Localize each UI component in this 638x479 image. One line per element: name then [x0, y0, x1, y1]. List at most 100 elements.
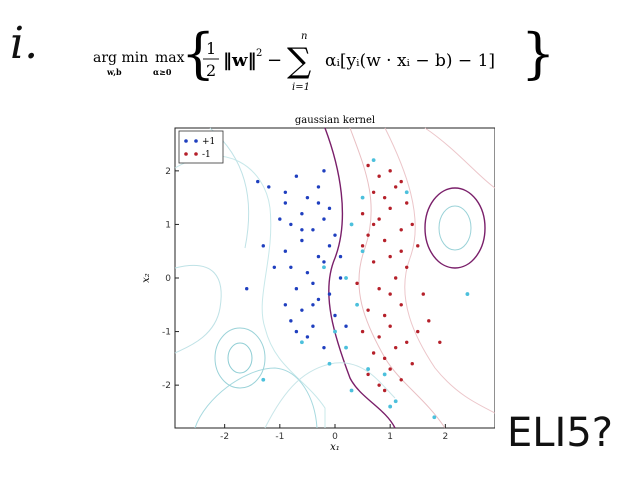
point-positive [333, 313, 337, 318]
point-support-vector [404, 190, 409, 195]
point-negative [405, 340, 409, 344]
point-negative [382, 195, 387, 200]
point-negative [388, 206, 392, 211]
point-positive [289, 222, 293, 227]
point-positive [283, 190, 288, 194]
plot-area [174, 127, 495, 429]
point-support-vector [344, 276, 348, 280]
point-positive [278, 217, 282, 221]
point-negative [366, 372, 370, 377]
legend-label-neg: -1 [202, 150, 211, 160]
point-support-vector [432, 415, 437, 420]
point-negative [388, 254, 392, 259]
point-positive [289, 265, 293, 269]
x-tick-label: 1 [387, 432, 393, 442]
point-negative [393, 185, 398, 189]
point-negative [371, 222, 376, 227]
point-support-vector [388, 404, 393, 409]
point-negative [427, 319, 431, 323]
norm-exponent: 2 [256, 48, 262, 59]
gaussian-kernel-plot: gaussian kernel -2 -1 0 1 2 -2 -1 0 1 2 x₁ x₂ +1 [135, 108, 495, 458]
point-negative [388, 324, 392, 328]
point-negative [410, 222, 414, 227]
point-negative [360, 212, 365, 216]
point-negative [421, 292, 425, 296]
point-positive [283, 249, 288, 253]
x-axis-label: x₁ [330, 442, 340, 453]
point-support-vector [333, 329, 337, 334]
x-tick-label: 2 [442, 432, 448, 442]
point-positive [316, 185, 321, 189]
y-tick-label: -1 [162, 328, 171, 338]
y-tick-label: 2 [165, 167, 171, 177]
point-support-vector [360, 249, 365, 254]
point-negative [399, 228, 403, 232]
point-negative [416, 329, 420, 334]
point-positive [311, 303, 315, 307]
max-subscript: α≥0 [153, 67, 172, 77]
max-operator: max [155, 50, 185, 66]
x-tick-label: -2 [220, 432, 229, 442]
point-negative [405, 201, 409, 205]
point-positive [322, 217, 326, 221]
point-positive [272, 265, 277, 269]
point-support-vector [382, 372, 387, 377]
minus-sign: − [267, 50, 282, 71]
x-tick-label: 0 [332, 432, 338, 442]
decision-contours [174, 127, 495, 429]
point-negative [438, 340, 442, 344]
point-support-vector [393, 399, 398, 404]
point-support-vector [299, 340, 304, 345]
y-tick-label: 0 [165, 274, 171, 284]
point-positive [294, 287, 299, 291]
sum-upper-limit: n [301, 31, 307, 42]
point-positive [311, 228, 315, 232]
point-support-vector [366, 367, 371, 371]
y-tick-label: 1 [165, 220, 171, 230]
legend: +1 -1 [178, 130, 224, 164]
point-positive [311, 281, 315, 286]
legend-marker-pos [184, 139, 188, 143]
point-support-vector [349, 222, 354, 227]
point-support-vector [465, 292, 470, 296]
weight-norm: ‖w‖ [223, 50, 257, 71]
point-positive [261, 244, 265, 248]
point-negative [399, 303, 403, 307]
point-negative [355, 281, 359, 286]
point-positive [322, 169, 326, 173]
left-brace: { [181, 22, 215, 85]
point-positive [333, 233, 337, 237]
point-positive [316, 254, 321, 259]
data-points [245, 158, 470, 420]
point-support-vector [327, 361, 332, 366]
point-support-vector [344, 345, 348, 350]
decision-boundary [324, 127, 396, 429]
legend-marker-neg [184, 152, 188, 156]
point-negative [377, 174, 381, 178]
point-positive [344, 324, 348, 328]
point-negative [377, 383, 381, 387]
point-negative [371, 190, 376, 194]
point-positive [338, 254, 343, 259]
point-negative [416, 244, 420, 248]
point-positive [283, 303, 288, 307]
sum-symbol: ∑ [287, 41, 311, 81]
point-negative [399, 249, 403, 253]
point-support-vector [360, 195, 365, 200]
svm-dual-equation: arg min w,b max α≥0 { 1 2 ‖w‖ 2 − n ∑ i=… [93, 22, 555, 93]
point-negative [371, 351, 376, 355]
point-positive [300, 228, 304, 232]
sum-lower-limit: i=1 [292, 82, 310, 93]
y-axis-ticks: -2 -1 0 1 2 [162, 167, 179, 391]
point-positive [305, 195, 310, 200]
point-positive [305, 335, 310, 339]
half-denominator: 2 [206, 61, 216, 80]
y-axis-label: x₂ [141, 273, 152, 283]
argmin-subscript: w,b [106, 67, 122, 77]
point-positive [289, 319, 293, 323]
point-positive [327, 292, 332, 296]
x-axis-ticks: -2 -1 0 1 2 [220, 424, 448, 442]
half-numerator: 1 [206, 39, 216, 58]
point-positive [311, 324, 315, 328]
point-negative [393, 276, 398, 280]
